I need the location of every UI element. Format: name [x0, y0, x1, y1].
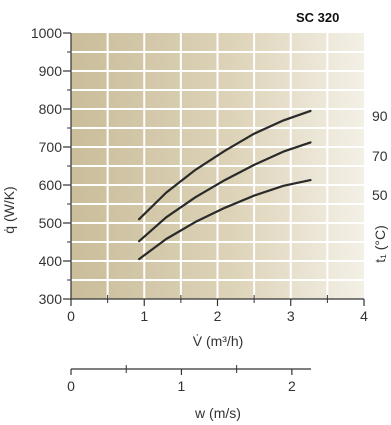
series-label-70: 70 — [372, 148, 388, 164]
y-tick-label: 900 — [39, 63, 63, 79]
y-tick-label: 1000 — [31, 25, 62, 41]
y-tick-label: 300 — [39, 291, 63, 307]
chart-title: SC 320 — [296, 10, 339, 25]
y-tick-label: 800 — [39, 101, 63, 117]
x-tick-label: 0 — [67, 308, 75, 324]
series-line-50 — [138, 179, 312, 261]
y2-axis-title: t₁ (°C) — [372, 225, 388, 263]
series-line-90 — [138, 109, 312, 221]
y-tick-label: 400 — [39, 253, 63, 269]
y-tick-label: 600 — [39, 177, 63, 193]
labels: 300 400 500 600 700 800 900 1000 0 1 2 3 4 0 1 2 90 70 50 — [31, 25, 388, 394]
x-tick-label: 1 — [140, 308, 148, 324]
series-label-50: 50 — [372, 187, 388, 203]
axes — [63, 32, 365, 375]
x-tick-label: 3 — [287, 308, 295, 324]
x2-tick-label: 2 — [288, 378, 296, 394]
x2-axis-title: w (m/s) — [194, 405, 241, 421]
x2-tick-label: 1 — [178, 378, 186, 394]
y-tick-label: 700 — [39, 139, 63, 155]
series-label-90: 90 — [372, 108, 388, 124]
series-layer — [138, 109, 312, 261]
grid — [71, 33, 364, 299]
x2-tick-label: 0 — [67, 378, 75, 394]
series-line-70 — [138, 141, 312, 243]
x-tick-label: 4 — [360, 308, 368, 324]
x-axis-title: V̇ (m³/h) — [193, 333, 244, 349]
y-axis-title: q̇ (W/K) — [1, 186, 17, 233]
y-tick-label: 500 — [39, 215, 63, 231]
x-tick-label: 2 — [214, 308, 222, 324]
